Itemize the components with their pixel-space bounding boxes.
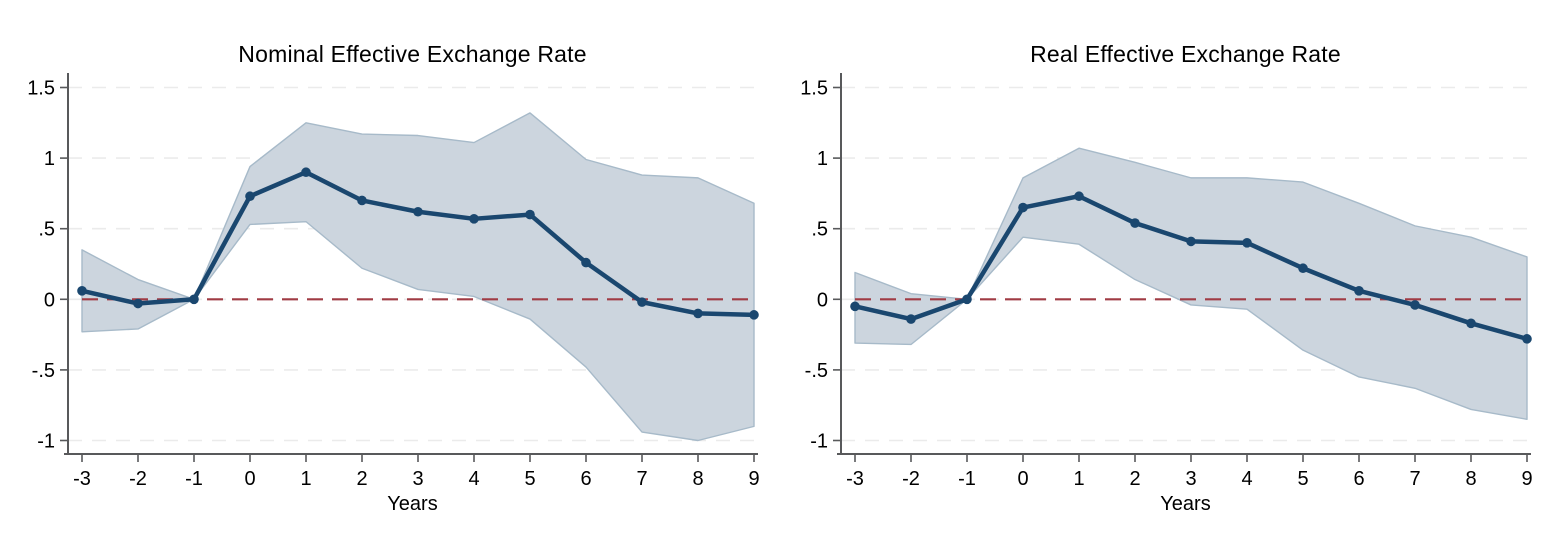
x-tick-label: 0 <box>1017 468 1028 490</box>
x-tick-label: 9 <box>1521 468 1532 490</box>
y-tick-label: .5 <box>38 219 55 241</box>
x-tick-label: -2 <box>129 468 147 490</box>
x-tick-label: -1 <box>185 468 203 490</box>
x-tick-label: 4 <box>1241 468 1252 490</box>
data-point <box>525 209 535 220</box>
data-point <box>301 167 311 178</box>
data-point <box>189 294 199 305</box>
confidence-band <box>854 147 1528 421</box>
y-tick-label: 1 <box>817 148 828 170</box>
x-tick-label: -3 <box>73 468 91 490</box>
data-point <box>749 310 759 320</box>
data-point <box>850 301 860 312</box>
x-tick-label: 3 <box>412 468 423 490</box>
x-tick-label: 8 <box>1465 468 1476 490</box>
y-tick-label: .5 <box>811 219 828 241</box>
x-tick-label: 6 <box>1353 468 1364 490</box>
x-tick-label: 6 <box>580 468 591 490</box>
x-tick-label: 9 <box>748 468 759 490</box>
x-tick-label: 2 <box>1129 468 1140 490</box>
data-point <box>1410 300 1420 310</box>
x-tick-label: 3 <box>1185 468 1196 490</box>
confidence-band <box>81 112 755 442</box>
x-tick-label: -1 <box>958 468 976 490</box>
x-tick-label: 1 <box>300 468 311 490</box>
y-tick-label: 1.5 <box>27 78 55 100</box>
y-tick-label: 1 <box>44 148 55 170</box>
x-tick-label: 5 <box>1297 468 1308 490</box>
panel-title: Real Effective Exchange Rate <box>1030 41 1341 67</box>
x-tick-label: 8 <box>692 468 703 490</box>
data-point <box>1298 263 1308 274</box>
data-point <box>1186 236 1196 247</box>
x-tick-label: 1 <box>1073 468 1084 490</box>
x-tick-label: 4 <box>468 468 479 490</box>
y-tick-label: -1 <box>810 431 828 453</box>
data-point <box>962 294 972 305</box>
x-tick-label: 5 <box>524 468 535 490</box>
data-point <box>1242 238 1252 248</box>
data-point <box>637 297 647 307</box>
y-tick-label: -1 <box>37 431 55 453</box>
data-point <box>693 308 703 319</box>
data-point <box>245 191 255 202</box>
x-tick-label: 7 <box>636 468 647 490</box>
data-point <box>906 314 916 324</box>
y-tick-label: -.5 <box>32 360 55 382</box>
data-point <box>1522 334 1532 344</box>
data-point <box>1354 286 1364 296</box>
x-axis-title: Years <box>387 493 437 515</box>
data-point <box>1466 318 1476 329</box>
data-point <box>133 298 143 309</box>
data-point <box>1130 218 1140 228</box>
data-point <box>1018 202 1028 213</box>
y-tick-label: 0 <box>44 289 55 311</box>
data-point <box>581 257 591 268</box>
data-point <box>413 206 423 217</box>
data-point <box>1074 191 1084 202</box>
panel-nominal: Nominal Effective Exchange Rate 1.5 1.5 0-… <box>27 41 760 515</box>
panel-title: Nominal Effective Exchange Rate <box>238 41 587 67</box>
x-tick-label: 0 <box>244 468 255 490</box>
y-tick-label: -.5 <box>805 360 828 382</box>
y-tick-label: 1.5 <box>800 78 828 100</box>
x-axis-title: Years <box>1160 493 1210 515</box>
x-tick-label: 2 <box>356 468 367 490</box>
x-tick-label: -3 <box>846 468 864 490</box>
x-tick-label: 7 <box>1409 468 1420 490</box>
y-tick-label: 0 <box>817 289 828 311</box>
data-point <box>469 214 479 224</box>
x-tick-label: -2 <box>902 468 920 490</box>
data-point <box>77 286 87 296</box>
data-point <box>357 195 367 206</box>
panel-real: Real Effective Exchange Rate 1.5 1.5 0 -.5-… <box>773 0 1546 535</box>
